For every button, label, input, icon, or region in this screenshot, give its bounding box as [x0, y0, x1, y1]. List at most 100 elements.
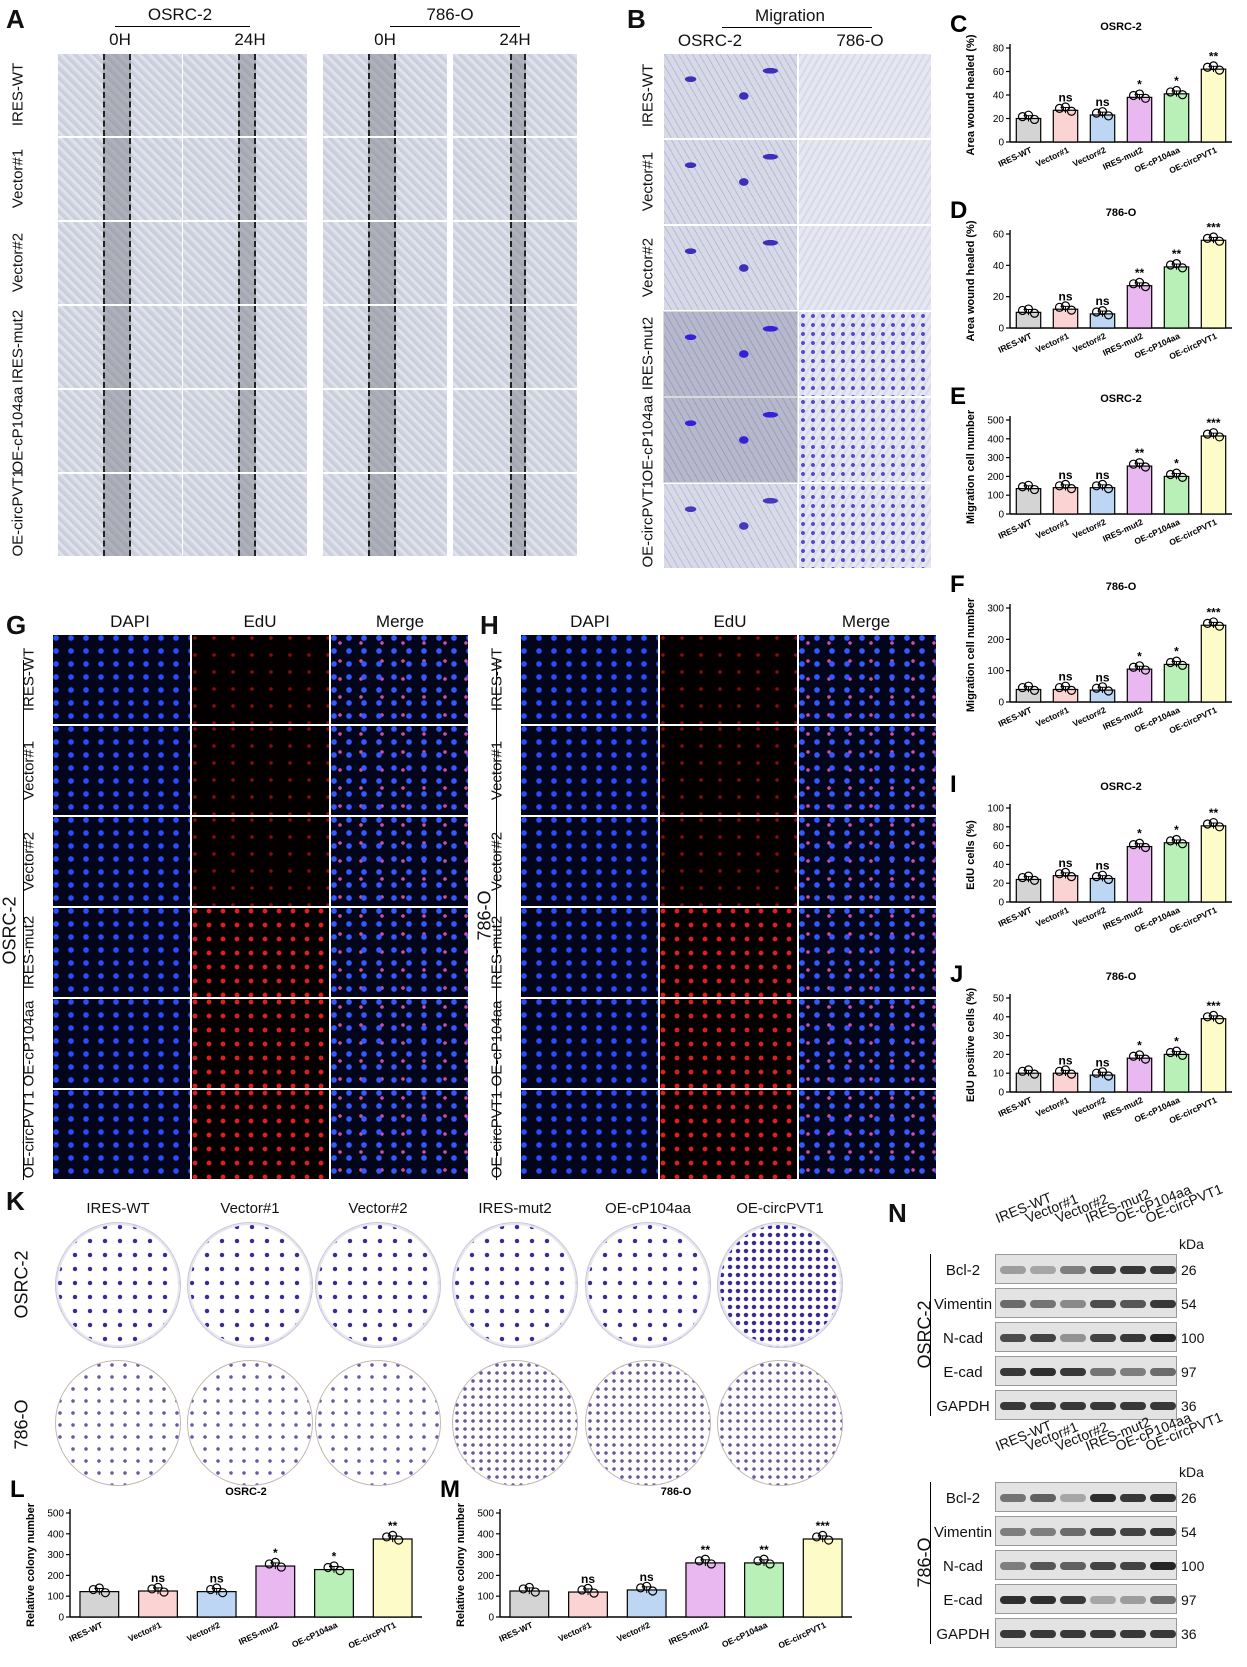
- data-point: [759, 1554, 769, 1564]
- data-point: [1023, 304, 1034, 314]
- data-point: [1128, 662, 1139, 672]
- channel-label: EdU: [243, 612, 277, 631]
- significance-label: **: [701, 1543, 711, 1557]
- y-tick-label: 200: [987, 635, 1004, 646]
- data-point: [206, 1584, 216, 1595]
- data-point: [1017, 682, 1028, 693]
- data-point: [1177, 90, 1188, 100]
- bar: [372, 1538, 413, 1618]
- bar: [802, 1538, 843, 1618]
- panel-label: D: [950, 197, 967, 224]
- blot-band: [1030, 1562, 1056, 1570]
- data-point: [1140, 665, 1151, 675]
- column-label: IRES-WT: [86, 1200, 150, 1217]
- wound-image: [452, 389, 578, 473]
- row-label: IRES-mut2: [488, 915, 506, 989]
- channel-label: Merge: [841, 612, 891, 631]
- blot-band: [1090, 1334, 1116, 1342]
- migration-image: [798, 483, 932, 569]
- protein-label: E-cad: [943, 1592, 983, 1609]
- y-tick-label: 100: [987, 666, 1004, 677]
- colony-dish: [585, 1222, 711, 1348]
- merge-image: [330, 725, 469, 816]
- blot-band: [1060, 1596, 1086, 1604]
- significance-label: *: [1174, 74, 1179, 88]
- blot-band: [1030, 1494, 1056, 1502]
- colony-dish: [55, 1222, 181, 1348]
- blot-strip: [995, 1482, 1177, 1512]
- bar-chart-m: M 786-O Relative colony number 0 100 200 300 40…: [440, 1476, 852, 1651]
- edu-image: [191, 998, 330, 1089]
- bar: [1052, 109, 1079, 143]
- data-point: [1054, 302, 1065, 312]
- significance-label: *: [1174, 457, 1179, 471]
- merge-image: [798, 998, 937, 1089]
- y-tick-label: 0: [488, 1613, 494, 1624]
- dapi-image: [520, 725, 659, 816]
- column-label: Vector#2: [348, 1200, 408, 1217]
- data-point: [589, 1588, 599, 1598]
- wound-gap: [103, 390, 131, 472]
- data-point: [583, 1583, 593, 1594]
- data-point: [1208, 617, 1219, 627]
- merge-image: [798, 816, 937, 907]
- blot-band: [1120, 1596, 1146, 1604]
- y-tick-label: 0: [998, 510, 1004, 521]
- data-point: [335, 1566, 345, 1576]
- y-tick-label: 500: [987, 416, 1004, 427]
- data-point: [1165, 87, 1176, 97]
- y-tick-label: 0: [998, 1088, 1004, 1099]
- blot-band: [1150, 1562, 1176, 1570]
- kda-unit: kDa: [1179, 1464, 1204, 1480]
- x-tick-label: IRES-mut2: [667, 1620, 710, 1647]
- significance-label: **: [388, 1519, 398, 1533]
- dapi-image: [52, 907, 191, 998]
- row-label: Vector#1: [9, 148, 27, 209]
- blot-band: [1090, 1528, 1116, 1536]
- significance-label: ns: [1095, 670, 1109, 684]
- y-tick-label: 100: [47, 1592, 64, 1603]
- blot-band: [1090, 1596, 1116, 1604]
- blot-band: [1000, 1300, 1026, 1308]
- bar: [685, 1562, 726, 1618]
- wound-image: [57, 137, 183, 221]
- bar: [626, 1589, 667, 1618]
- kda-value: 97: [1181, 1364, 1197, 1380]
- data-point: [1054, 481, 1065, 491]
- y-tick-label: 300: [987, 453, 1004, 464]
- bar: [1163, 663, 1190, 703]
- row-label: OE-circPVT1: [20, 1090, 38, 1178]
- data-point: [765, 1559, 775, 1569]
- data-point: [1097, 479, 1108, 489]
- x-tick-label: Vector#1: [126, 1620, 163, 1644]
- data-point: [1066, 484, 1077, 494]
- data-point: [1060, 681, 1071, 691]
- x-tick-label: Vector#1: [1034, 705, 1071, 729]
- data-point: [1091, 683, 1102, 693]
- y-axis-label: Migration cell number: [965, 597, 977, 712]
- data-point: [1140, 282, 1151, 292]
- data-point: [1140, 93, 1151, 103]
- data-point: [1091, 307, 1102, 317]
- data-point: [1023, 1065, 1034, 1075]
- row-label: IRES-mut2: [639, 316, 657, 391]
- data-point: [1029, 875, 1040, 885]
- data-point: [1091, 872, 1102, 882]
- protein-label: E-cad: [943, 1364, 983, 1381]
- y-axis-label: EdU positive cells (%): [965, 988, 977, 1103]
- row-label: 786-O: [11, 1399, 32, 1450]
- row-label: Vector#1: [488, 740, 506, 800]
- row-label: OE-cP104aa: [20, 1000, 38, 1086]
- protein-label: N-cad: [942, 1330, 983, 1347]
- colony-dish: [717, 1222, 843, 1348]
- y-tick-label: 20: [993, 292, 1005, 303]
- y-tick-label: 0: [58, 1613, 64, 1624]
- y-tick-label: 0: [998, 324, 1004, 335]
- y-tick-label: 200: [47, 1571, 64, 1582]
- significance-label: *: [1174, 645, 1179, 659]
- panel-b-cellline-2: 786-O: [836, 31, 884, 50]
- significance-label: *: [1137, 78, 1142, 92]
- blot-band: [1060, 1528, 1086, 1536]
- y-axis-label: Migration cell number: [965, 409, 977, 524]
- data-point: [212, 1583, 222, 1593]
